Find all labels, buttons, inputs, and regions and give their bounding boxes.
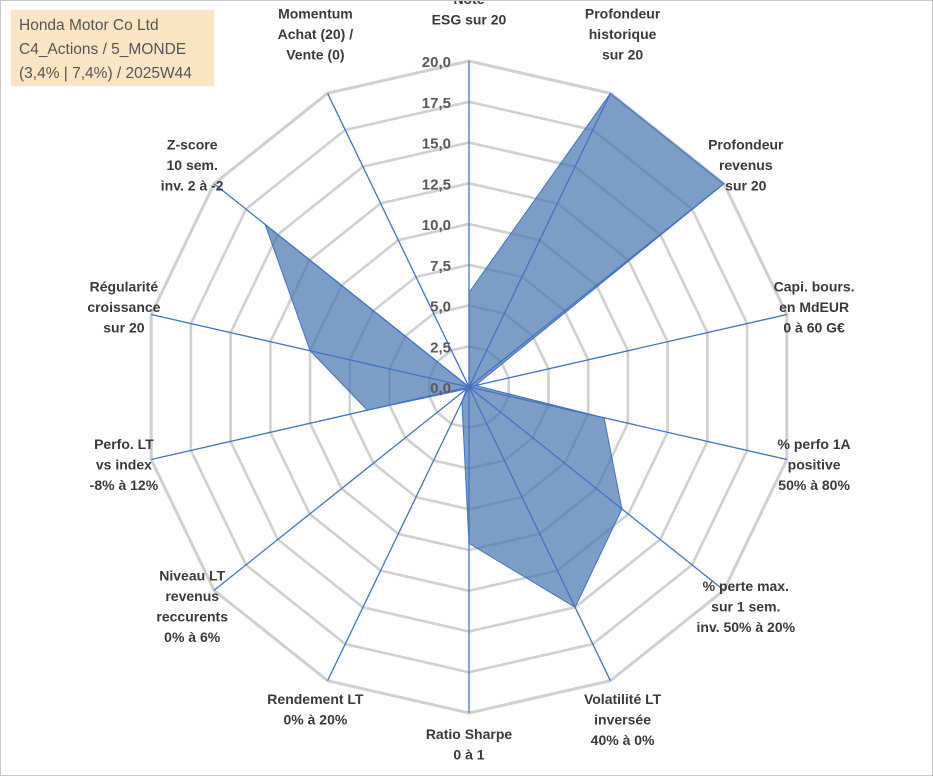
axis-label-2-line-0: Profondeur xyxy=(708,137,784,153)
tick-label-0: 0,0 xyxy=(430,380,451,397)
radar-tick-labels: 0,0 2,5 5,0 7,5 10,0 12,5 15,0 17,5 20,0 xyxy=(422,54,451,397)
title-company: Honda Motor Co Ltd xyxy=(19,14,214,38)
axis-label-0-line-1: ESG sur 20 xyxy=(432,12,507,28)
title-category: C4_Actions / 5_MONDE xyxy=(19,38,214,62)
axis-label-7-line-1: 0 à 1 xyxy=(453,747,484,763)
axis-label-8-line-1: 0% à 20% xyxy=(283,711,347,727)
axis-label-3-line-1: en MdEUR xyxy=(779,299,849,315)
axis-label-10-line-2: -8% à 12% xyxy=(90,477,159,493)
tick-label-4: 10,0 xyxy=(422,217,451,234)
axis-label-10: Perfo. LT vs index -8% à 12% xyxy=(90,436,159,493)
axis-label-1-line-2: sur 20 xyxy=(602,47,643,63)
axis-label-4-line-2: 50% à 80% xyxy=(778,477,850,493)
axis-label-3: Capi. bours. en MdEUR 0 à 60 G€ xyxy=(774,279,855,336)
axis-label-8: Rendement LT 0% à 20% xyxy=(267,691,364,728)
axis-label-13: Momentum Achat (20) / Vente (0) xyxy=(278,6,354,63)
tick-label-7: 17,5 xyxy=(422,95,451,112)
axis-label-0: Note ESG sur 20 xyxy=(432,1,507,28)
axis-label-3-line-0: Capi. bours. xyxy=(774,279,855,295)
axis-label-11: Régularité croissance sur 20 xyxy=(87,279,160,336)
tick-label-3: 7,5 xyxy=(430,258,451,275)
axis-label-9-line-0: Niveau LT xyxy=(159,568,225,584)
chart-title-box: Honda Motor Co Ltd C4_Actions / 5_MONDE … xyxy=(11,10,214,86)
axis-label-6-line-1: inversée xyxy=(594,711,651,727)
axis-label-4: % perfo 1A positive 50% à 80% xyxy=(778,436,851,493)
tick-label-8: 20,0 xyxy=(422,54,451,71)
axis-label-12-line-2: inv. 2 à -2 xyxy=(161,178,224,194)
tick-label-1: 2,5 xyxy=(430,339,451,356)
axis-label-9: Niveau LT revenus reccurents 0% à 6% xyxy=(156,568,228,646)
axis-label-13-line-1: Achat (20) / xyxy=(278,26,354,42)
axis-label-8-line-0: Rendement LT xyxy=(267,691,364,707)
spoke-8 xyxy=(328,387,469,681)
axis-label-9-line-3: 0% à 6% xyxy=(164,629,221,645)
axis-label-6-line-0: Volatilité LT xyxy=(584,691,662,707)
axis-label-5-line-1: sur 1 sem. xyxy=(711,599,780,615)
axis-label-11-line-0: Régularité xyxy=(90,279,159,295)
axis-label-6: Volatilité LT inversée 40% à 0% xyxy=(584,691,662,748)
axis-label-9-line-2: reccurents xyxy=(156,609,228,625)
axis-label-6-line-2: 40% à 0% xyxy=(591,732,655,748)
axis-label-9-line-1: revenus xyxy=(165,588,219,604)
radar-series-layer xyxy=(265,93,724,607)
axis-label-11-line-1: croissance xyxy=(87,299,160,315)
axis-label-12: Z-score 10 sem. inv. 2 à -2 xyxy=(161,137,224,194)
title-period: (3,4% | 7,4%) / 2025W44 xyxy=(19,62,214,86)
axis-label-4-line-1: positive xyxy=(788,457,841,473)
axis-label-7: Ratio Sharpe 0 à 1 xyxy=(426,726,513,763)
axis-label-5: % perte max. sur 1 sem. inv. 50% à 20% xyxy=(697,578,796,635)
axis-label-5-line-2: inv. 50% à 20% xyxy=(697,619,796,635)
axis-label-0-line-0: Note xyxy=(453,1,484,7)
axis-label-12-line-1: 10 sem. xyxy=(167,157,218,173)
axis-label-2-line-1: revenus xyxy=(719,157,773,173)
axis-label-1-line-0: Profondeur xyxy=(585,6,661,22)
axis-label-1: Profondeur historique sur 20 xyxy=(585,6,661,63)
tick-label-6: 15,0 xyxy=(422,136,451,153)
axis-label-1-line-1: historique xyxy=(589,26,657,42)
tick-label-5: 12,5 xyxy=(422,176,451,193)
axis-label-12-line-0: Z-score xyxy=(167,137,218,153)
axis-label-4-line-0: % perfo 1A xyxy=(778,436,851,452)
series-area-0 xyxy=(265,93,724,607)
axis-label-2-line-2: sur 20 xyxy=(725,178,766,194)
axis-label-10-line-1: vs index xyxy=(96,457,152,473)
axis-label-10-line-0: Perfo. LT xyxy=(94,436,154,452)
axis-label-3-line-2: 0 à 60 G€ xyxy=(783,320,845,336)
axis-label-13-line-0: Momentum xyxy=(278,6,353,22)
axis-label-7-line-0: Ratio Sharpe xyxy=(426,726,513,742)
tick-label-2: 5,0 xyxy=(430,299,451,316)
axis-label-5-line-0: % perte max. xyxy=(703,578,789,594)
axis-label-11-line-2: sur 20 xyxy=(103,320,144,336)
axis-label-13-line-2: Vente (0) xyxy=(286,47,344,63)
